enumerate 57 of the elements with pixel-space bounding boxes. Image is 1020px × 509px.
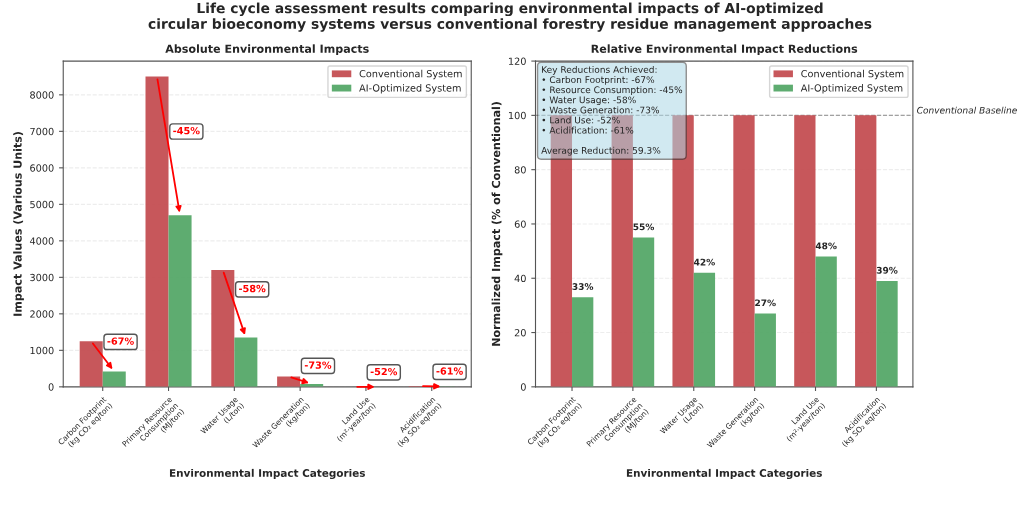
y-tick-label: 80 xyxy=(514,166,526,174)
data-label: 48% xyxy=(815,242,837,250)
y-tick-label: 100 xyxy=(508,111,526,120)
bar xyxy=(733,115,755,387)
chart-subtitle: Absolute Environmental Impacts xyxy=(165,44,369,56)
text: Key Reductions Achieved: • Carbon Footprint: -67% • Resource Consumption: -45% • Water Usage: -58% • Waste Generation: -73% • Land Use: -52% • Acidification: -61% Average Reduction: 59.3% xyxy=(541,65,683,156)
y-tick-label: 8000 xyxy=(30,91,54,99)
y-tick-label: 6000 xyxy=(30,164,54,172)
annotation: -61% xyxy=(436,367,463,375)
y-tick-label: 40 xyxy=(514,274,526,283)
legend-label: Conventional System xyxy=(801,69,904,80)
bar xyxy=(168,215,192,387)
bar xyxy=(855,115,877,387)
data-label: 33% xyxy=(572,283,594,290)
data-label: 42% xyxy=(694,258,715,266)
text: Life cycle assessment results comparing environmental impacts of AI-optimized circular bioeconomy systems versus conventional forestry residue management approaches xyxy=(148,2,872,32)
x-axis-title: Environmental Impact Categories xyxy=(169,468,365,480)
annotation: -73% xyxy=(304,361,332,369)
annotation: -67% xyxy=(107,337,134,345)
bar xyxy=(794,115,816,387)
bar xyxy=(672,115,694,387)
y-tick-label: 2000 xyxy=(30,310,54,318)
bar xyxy=(145,76,169,387)
bar xyxy=(102,371,126,387)
bar xyxy=(211,270,235,387)
data-label: 55% xyxy=(633,223,655,231)
bar xyxy=(632,237,655,387)
y-tick-label: 0 xyxy=(48,383,54,391)
bar xyxy=(754,313,776,387)
bar xyxy=(572,297,594,387)
bar xyxy=(234,337,258,387)
bar xyxy=(79,341,103,387)
annotation: -58% xyxy=(239,284,266,293)
x-axis-title: Environmental Impact Categories xyxy=(626,468,822,480)
y-tick-label: 7000 xyxy=(30,127,54,136)
legend-label: AI-Optimized System xyxy=(800,84,903,94)
annotation: -45% xyxy=(173,126,200,135)
data-label: 27% xyxy=(755,299,776,307)
bar xyxy=(876,280,898,387)
y-tick-label: 3000 xyxy=(30,273,54,282)
y-tick-label: 5000 xyxy=(30,200,54,209)
legend-label: Conventional System xyxy=(359,69,462,80)
y-tick-label: 4000 xyxy=(29,237,54,245)
bar xyxy=(693,272,716,387)
y-axis-title: Normalized Impact (% of Conventional) xyxy=(491,102,503,346)
y-tick-label: 20 xyxy=(514,329,526,337)
chart-title: Relative Environmental Impact Reductions xyxy=(591,44,858,56)
y-tick-label: 1000 xyxy=(30,346,54,355)
bar xyxy=(815,256,837,387)
annotation: -52% xyxy=(370,367,398,376)
ref-line-label: Conventional Baseline xyxy=(917,106,1017,114)
legend-label: AI-Optimized System xyxy=(359,84,461,94)
y-tick-label: 120 xyxy=(508,57,526,65)
data-label: 39% xyxy=(876,266,898,274)
y-tick-label: 60 xyxy=(514,220,526,228)
y-tick-label: 0 xyxy=(520,383,526,391)
y-axis-title: Impact Values (Various Units) xyxy=(13,132,24,316)
